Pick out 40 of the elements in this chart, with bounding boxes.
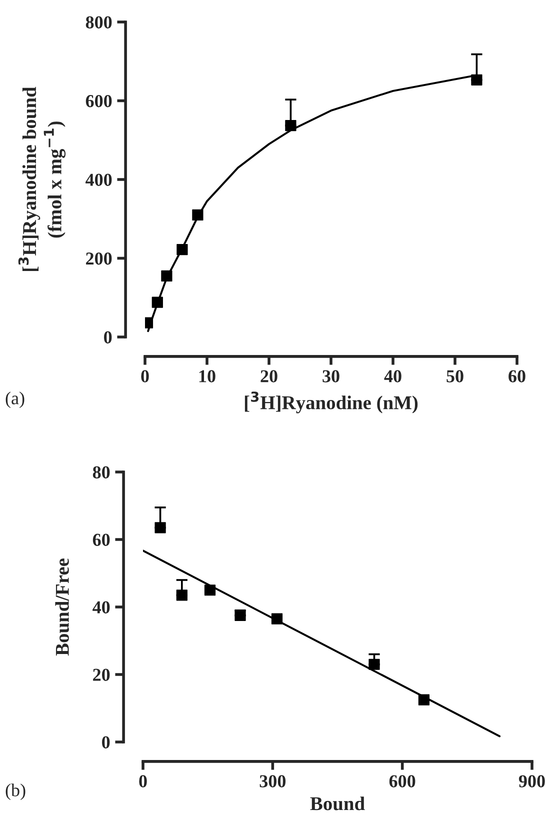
x-tick-label: 900 bbox=[518, 775, 545, 788]
y-tick-label: 200 bbox=[86, 252, 112, 265]
y-axis-title: [$^{3}$H]Ryanodine bound (fmol x mg$^{−1}$) bbox=[18, 86, 66, 271]
x-tick-label: 600 bbox=[389, 775, 416, 788]
x-tick-label: 0 bbox=[141, 370, 149, 382]
x-tick-label: 60 bbox=[508, 370, 526, 382]
text: (b) bbox=[6, 784, 26, 800]
point bbox=[204, 584, 216, 596]
point bbox=[152, 296, 163, 308]
point bbox=[161, 270, 172, 282]
y-tick-label: 40 bbox=[92, 601, 110, 614]
point bbox=[176, 590, 188, 601]
x-axis-title: [$^{3}$H]Ryanodine (nM) bbox=[244, 392, 418, 414]
x-tick-label: 30 bbox=[322, 370, 340, 382]
y-axis-title: Bound/Free bbox=[55, 558, 69, 656]
y-tick-label: 600 bbox=[86, 95, 112, 108]
y-tick-label: 0 bbox=[104, 331, 112, 344]
y-tick-label: 800 bbox=[86, 16, 112, 28]
point bbox=[154, 522, 166, 534]
point bbox=[192, 209, 204, 221]
x-tick-label: 50 bbox=[446, 370, 464, 382]
y-tick-label: 20 bbox=[93, 668, 110, 681]
y-tick-label: 60 bbox=[92, 534, 110, 546]
x-tick-label: 10 bbox=[199, 370, 216, 382]
x-tick-label: 40 bbox=[384, 370, 402, 382]
point bbox=[271, 613, 283, 624]
point bbox=[234, 610, 246, 622]
x-tick-label: 300 bbox=[260, 775, 286, 788]
point bbox=[368, 658, 380, 670]
x-tick-label: 0 bbox=[139, 775, 147, 788]
point bbox=[418, 694, 430, 706]
text: (a) bbox=[6, 392, 24, 408]
point bbox=[176, 244, 188, 256]
x-tick-label: 20 bbox=[260, 370, 278, 382]
y-tick-label: 400 bbox=[86, 174, 112, 186]
y-tick-label: 80 bbox=[92, 466, 110, 478]
x-axis-title: Bound bbox=[310, 796, 365, 810]
point bbox=[471, 74, 482, 86]
point bbox=[285, 120, 296, 132]
y-tick-label: 0 bbox=[102, 736, 110, 748]
